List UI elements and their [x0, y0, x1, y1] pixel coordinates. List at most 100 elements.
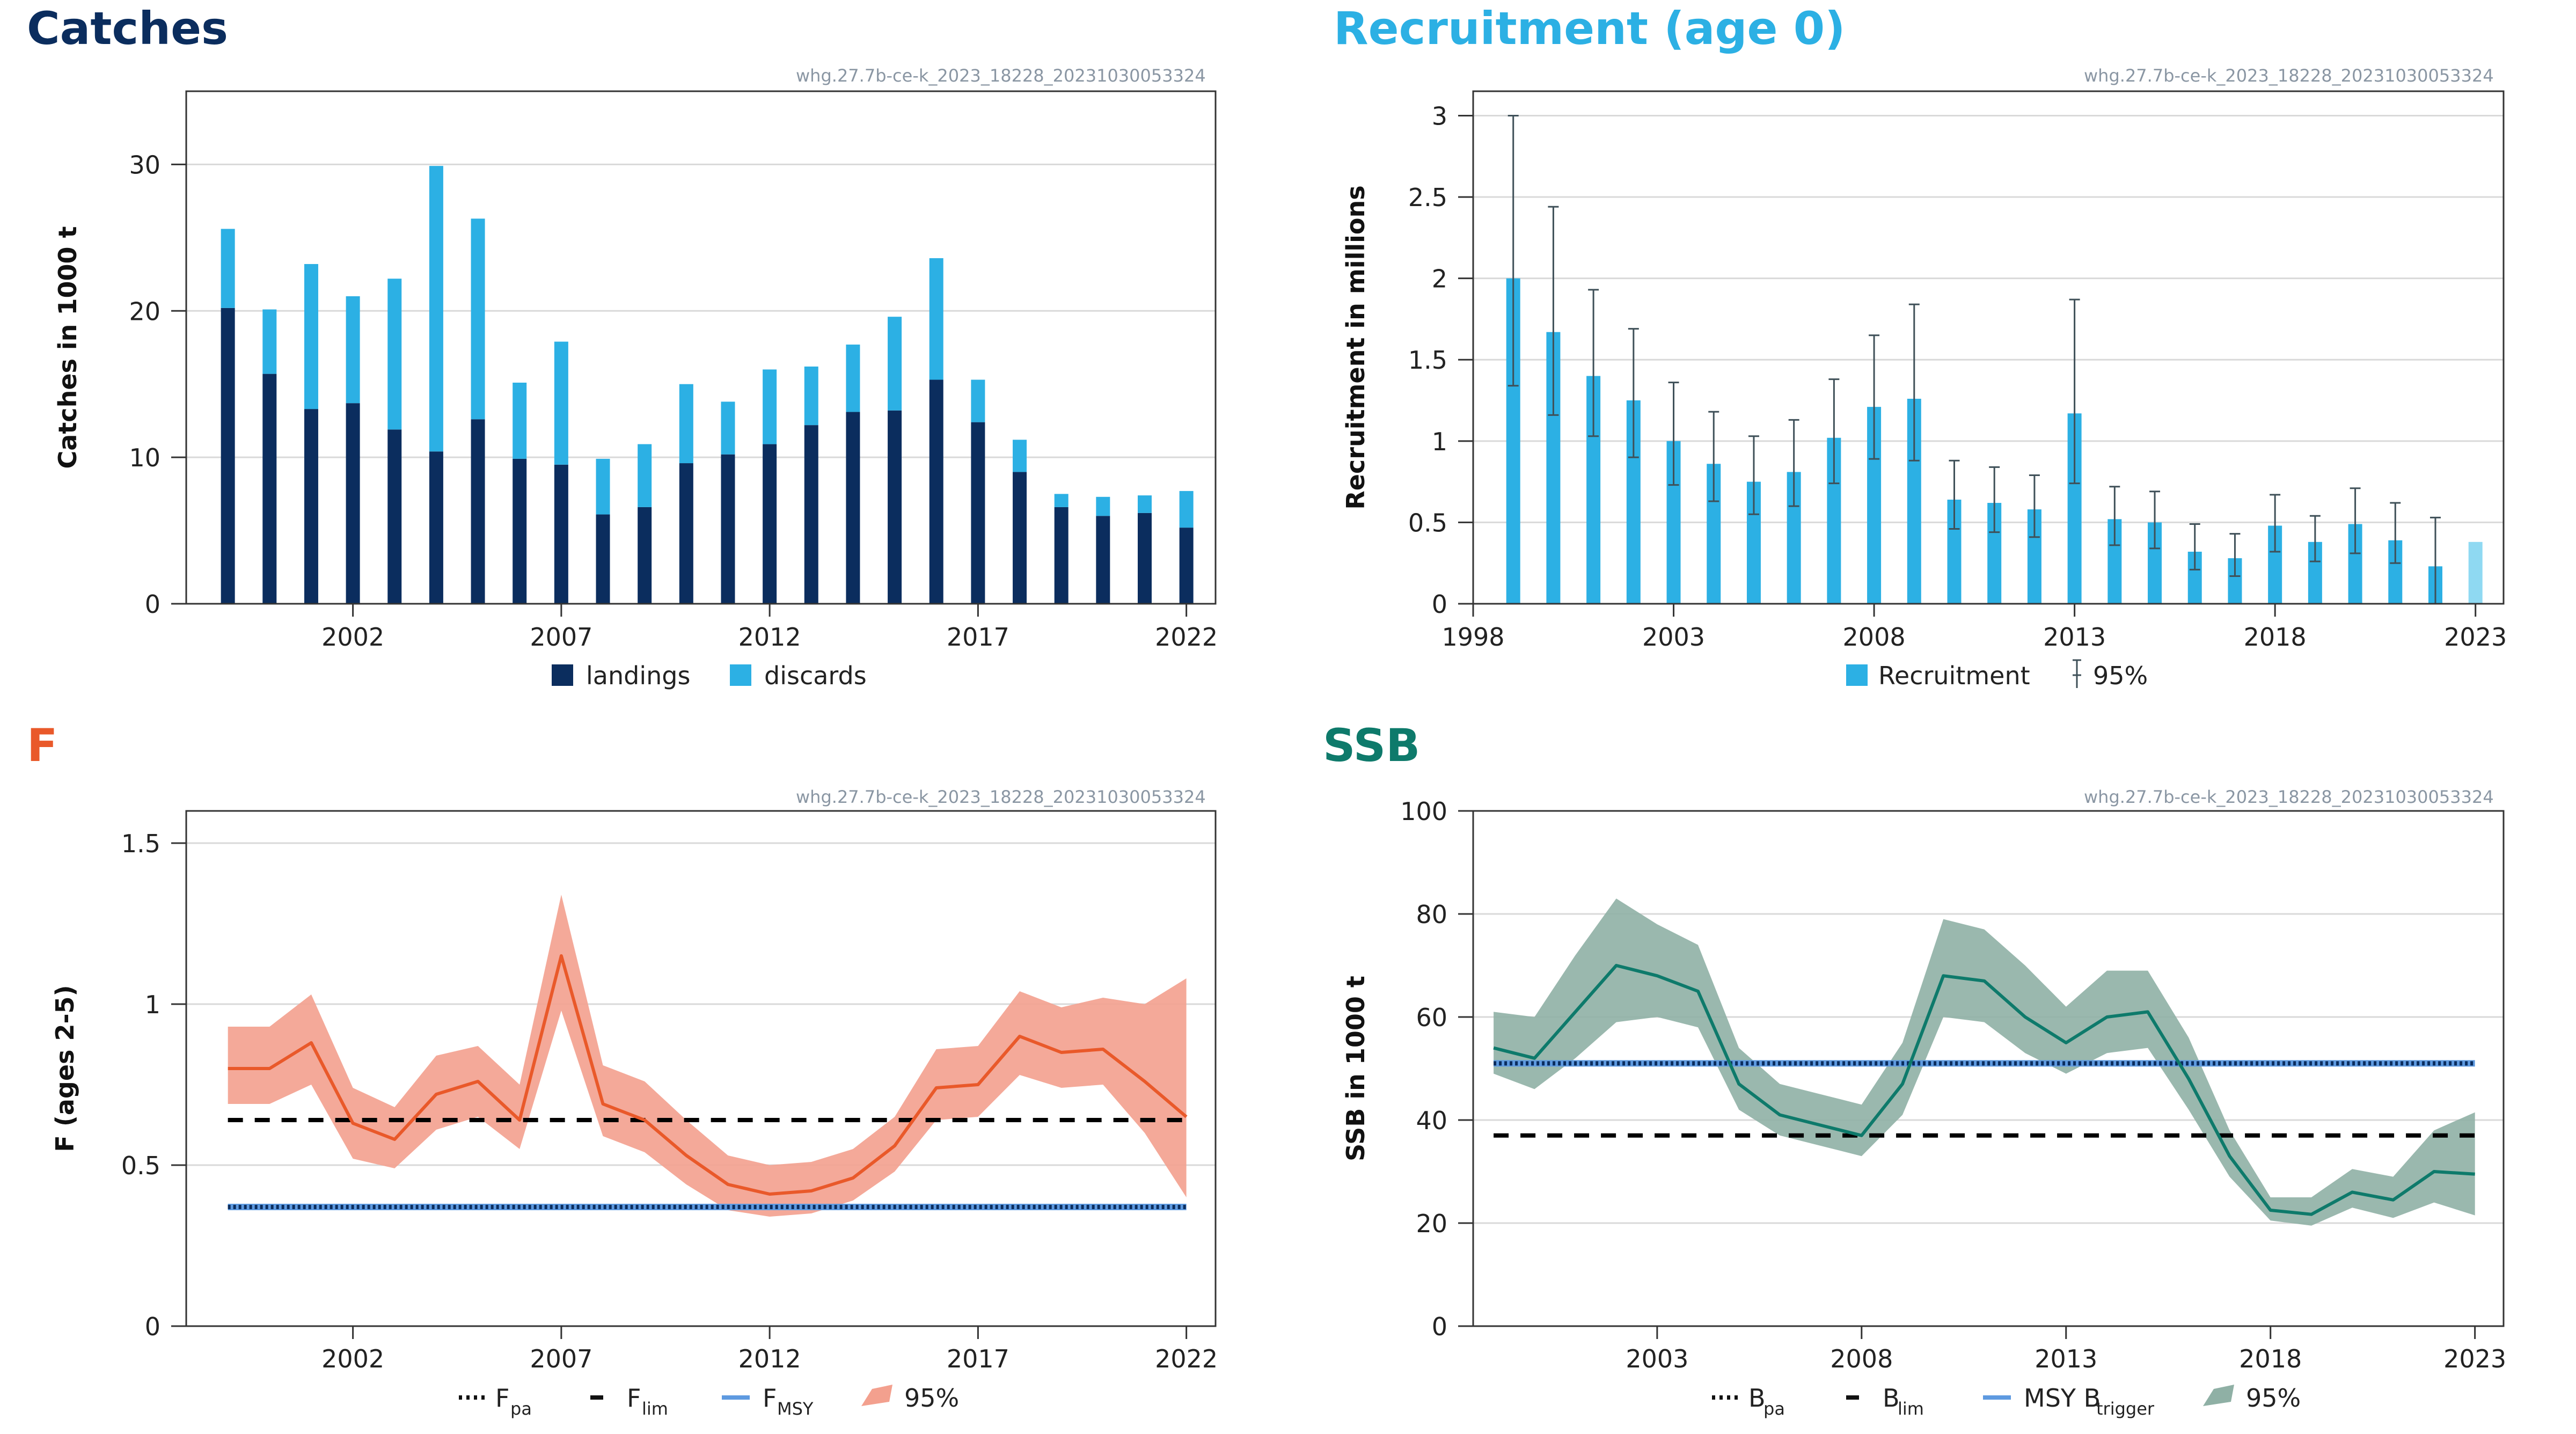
x-tick-label: 2013: [2043, 623, 2106, 652]
catches-title: Catches: [27, 2, 229, 55]
plot-frame: [1472, 90, 2505, 605]
bar-landings: [1179, 528, 1194, 604]
y-axis-label: Catches in 1000 t: [53, 226, 82, 469]
x-tick-label: 2003: [1626, 1344, 1688, 1373]
f-title: F: [27, 719, 58, 772]
y-tick-label: 0.5: [121, 1151, 160, 1180]
bar-discards: [1179, 491, 1194, 528]
bar-discards: [804, 366, 818, 426]
legend-band-swatch: [861, 1385, 892, 1406]
y-tick-label: 40: [1416, 1106, 1447, 1135]
recruitment-stock-id: whg.27.7b-ce-k_2023_18228_20231030053324: [2084, 65, 2494, 86]
legend-discards-swatch: [730, 664, 751, 686]
estimate-line: [1493, 964, 2475, 1216]
bar-discards: [929, 258, 943, 380]
legend-msy-subscript: MSY: [777, 1399, 814, 1419]
y-tick-label: 60: [1416, 1003, 1447, 1032]
legend-lim-subscript: lim: [642, 1399, 668, 1419]
catches-chart: 0 10 20 30 2002 2007 2012 2017 2022 Catches in 10…: [53, 90, 1218, 690]
bar-discards: [554, 341, 568, 465]
x-tick-label: 2023: [2444, 623, 2507, 652]
legend-pa-label: F: [495, 1384, 509, 1413]
x-tick-label: 2002: [321, 623, 384, 652]
y-tick-label: 80: [1416, 900, 1447, 929]
y-tick-label: 20: [129, 297, 160, 326]
confidence-band: [228, 895, 1187, 1217]
catches-panel: Catches whg.27.7b-ce-k_2023_18228_202310…: [0, 0, 1288, 717]
x-tick-label: 2003: [1642, 623, 1705, 652]
ssb-stock-id: whg.27.7b-ce-k_2023_18228_20231030053324: [2084, 787, 2494, 807]
ssb-chart: 0 20 40 60 80 100 2003 2008 2013 2018 2023 SSB in 1…: [1341, 797, 2506, 1419]
recruitment-chart: 0 0.5 1 1.5 2 2.5 3 1998 2003 2008 2013 2018 2023 Rec…: [1341, 90, 2507, 690]
bar-landings: [554, 464, 568, 604]
legend-pa-subscript: pa: [510, 1399, 532, 1419]
plot-frame: [1472, 810, 2505, 1327]
y-axis-label: SSB in 1000 t: [1341, 976, 1370, 1161]
x-tick-label: 2013: [2035, 1344, 2097, 1373]
confidence-band: [1494, 898, 2475, 1226]
bar-landings: [638, 507, 652, 604]
bar-discards: [721, 401, 735, 455]
bar-discards: [763, 369, 777, 444]
bar-recruitment: [2468, 542, 2483, 604]
f-panel: F whg.27.7b-ce-k_2023_18228_202310300533…: [0, 717, 1288, 1434]
bar-discards: [1054, 494, 1069, 507]
bar-landings: [971, 422, 985, 604]
x-tick-label: 2017: [947, 623, 1009, 652]
bar-discards: [638, 444, 652, 507]
y-tick-label: 0.5: [1408, 508, 1447, 537]
legend-msy-subscript: trigger: [2096, 1399, 2155, 1419]
y-tick-label: 3: [1432, 101, 1447, 130]
bar-landings: [513, 458, 527, 604]
ssb-panel: SSB whg.27.7b-ce-k_2023_18228_2023103005…: [1288, 717, 2576, 1434]
bar-landings: [471, 419, 485, 604]
legend-discards-label: discards: [764, 661, 867, 690]
x-tick-label: 2018: [2239, 1344, 2302, 1373]
y-tick-label: 100: [1400, 797, 1447, 826]
legend-ci-label: 95%: [2093, 661, 2148, 690]
bar-discards: [221, 229, 235, 308]
bar-discards: [471, 218, 485, 420]
y-tick-label: 10: [129, 443, 160, 472]
bar-landings: [387, 429, 402, 604]
bar-discards: [346, 296, 360, 404]
y-tick-label: 1: [145, 990, 160, 1019]
bar-landings: [888, 410, 902, 604]
legend-band-swatch: [2203, 1385, 2234, 1406]
y-tick-label: 0: [145, 590, 160, 619]
catches-stock-id: whg.27.7b-ce-k_2023_18228_20231030053324: [796, 65, 1206, 86]
bar-landings: [429, 451, 443, 604]
legend-lim-label: F: [627, 1384, 641, 1413]
f-stock-id: whg.27.7b-ce-k_2023_18228_20231030053324: [796, 787, 1206, 807]
x-tick-label: 2008: [1830, 1344, 1893, 1373]
bar-landings: [763, 444, 777, 604]
legend-recruitment-swatch: [1846, 664, 1868, 686]
bar-discards: [846, 345, 860, 412]
bar-landings: [929, 379, 943, 604]
legend-pa-subscript: pa: [1763, 1399, 1785, 1419]
y-tick-label: 0: [1432, 1312, 1447, 1341]
x-tick-label: 2022: [1155, 623, 1218, 652]
bar-landings: [596, 514, 610, 604]
legend-band-label: 95%: [2246, 1384, 2301, 1413]
bar-landings: [221, 308, 235, 604]
bar-landings: [721, 454, 735, 604]
legend-msy-label: MSY B: [2024, 1384, 2101, 1413]
bar-landings: [1096, 516, 1110, 604]
bar-discards: [596, 458, 610, 515]
bar-discards: [888, 317, 902, 411]
x-tick-label: 2012: [738, 1344, 801, 1373]
legend-landings-swatch: [552, 664, 573, 686]
y-tick-label: 1.5: [1408, 346, 1447, 375]
x-tick-label: 2007: [530, 1344, 592, 1373]
bar-discards: [387, 279, 402, 430]
bar-discards: [262, 309, 277, 374]
x-tick-label: 2012: [738, 623, 801, 652]
bar-discards: [1137, 495, 1152, 513]
bar-landings: [1013, 472, 1027, 604]
y-axis-label: Recruitment in millions: [1341, 185, 1370, 509]
legend-lim-subscript: lim: [1898, 1399, 1924, 1419]
legend-recruitment-label: Recruitment: [1878, 661, 2030, 690]
ssb-title: SSB: [1323, 719, 1421, 772]
x-tick-label: 2008: [1843, 623, 1906, 652]
